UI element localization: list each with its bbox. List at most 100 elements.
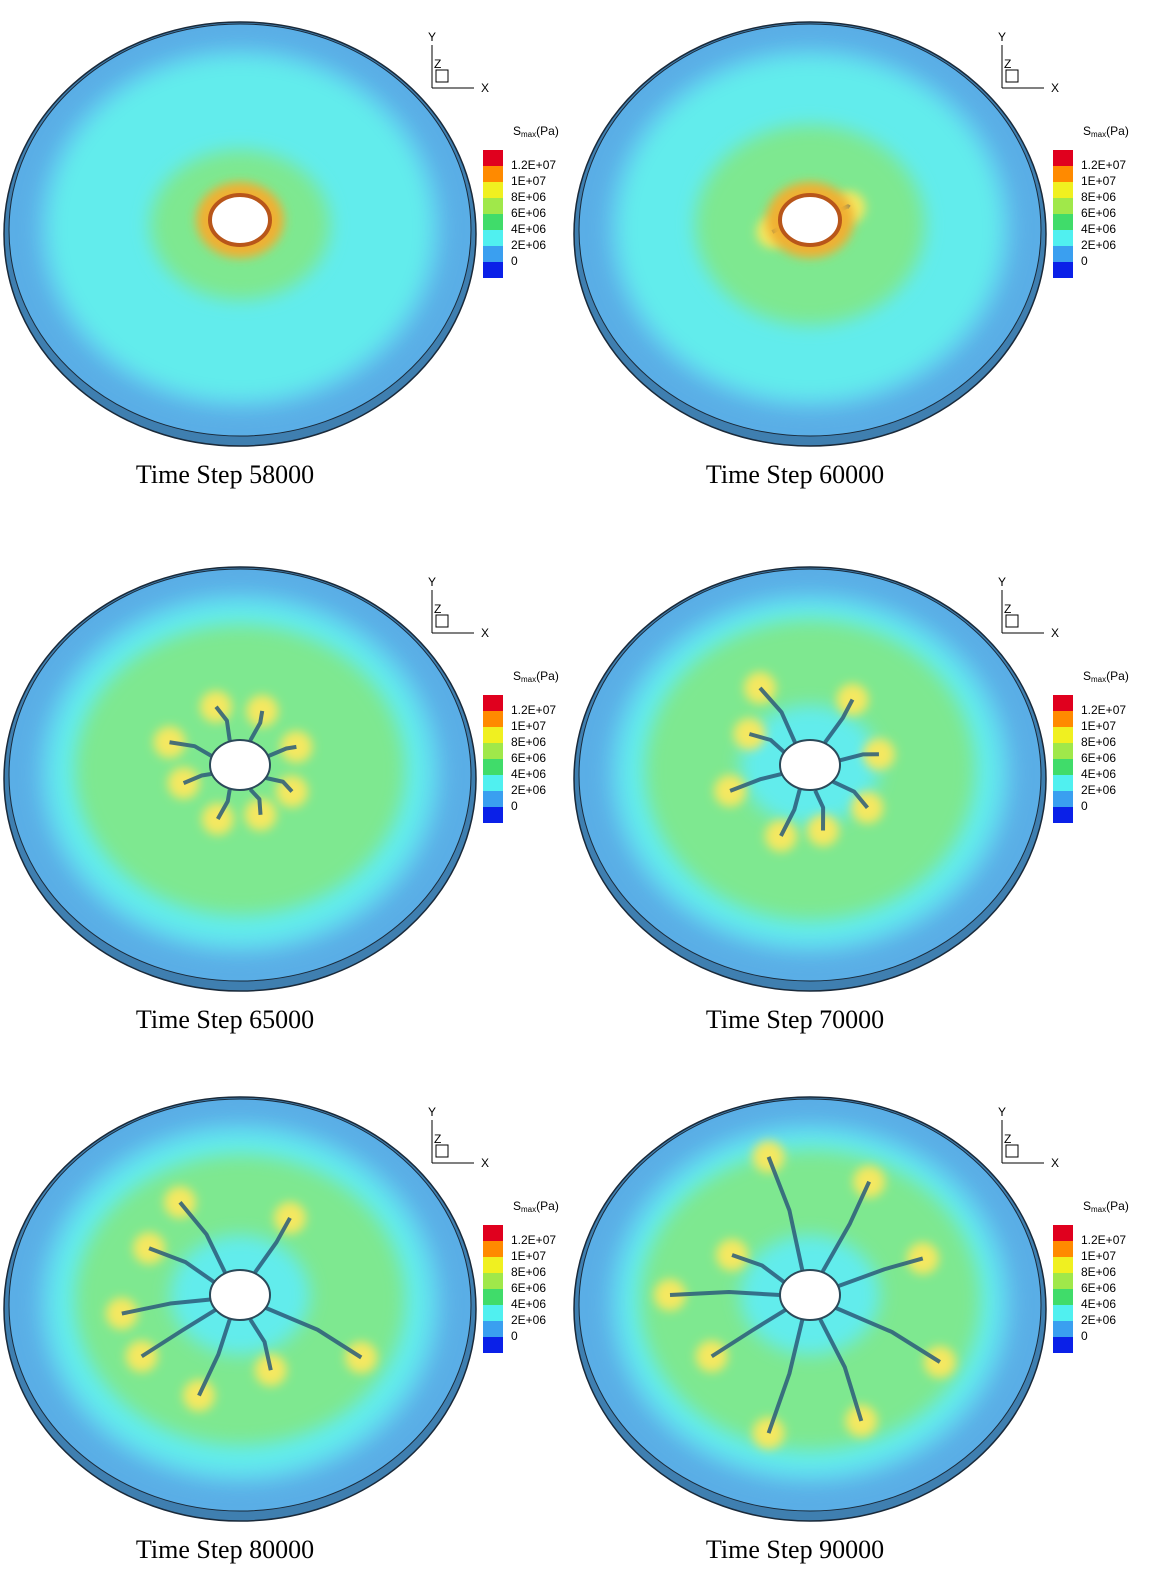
figure: YXZSmax(Pa)1.2E+071E+078E+066E+064E+062E… [0, 0, 1149, 1591]
legend-swatch [1053, 711, 1073, 727]
legend-label: 6E+06 [511, 206, 546, 220]
legend-swatch [483, 1241, 503, 1257]
legend-label: 6E+06 [511, 751, 546, 765]
legend-label: 1E+07 [1081, 174, 1116, 188]
legend-label: 1E+07 [511, 719, 546, 733]
legend-label: 6E+06 [511, 1281, 546, 1295]
legend-subscript: max [521, 675, 536, 684]
legend-swatch [1053, 1241, 1073, 1257]
legend-swatch [483, 182, 503, 198]
legend-subscript: max [1091, 675, 1106, 684]
legend-swatch [483, 1225, 503, 1241]
axis-label: Y [998, 575, 1006, 589]
legend-unit: (Pa) [1106, 124, 1129, 138]
legend-title: Smax(Pa) [513, 124, 559, 139]
panel: YXZSmax(Pa)1.2E+071E+078E+066E+064E+062E… [4, 567, 559, 1034]
axis-label: Z [434, 1132, 441, 1146]
crack-tip-glow [907, 1242, 939, 1274]
axis-label: X [481, 626, 489, 640]
legend-swatch [1053, 150, 1073, 166]
legend-label: 8E+06 [1081, 190, 1116, 204]
legend-swatch [1053, 743, 1073, 759]
legend-swatch [1053, 214, 1073, 230]
legend-swatch [1053, 695, 1073, 711]
legend-swatch [483, 198, 503, 214]
legend-swatch [1053, 1337, 1073, 1353]
legend-swatch [483, 1257, 503, 1273]
legend-label: 1.2E+07 [511, 158, 556, 172]
crack-tip-glow [106, 1298, 138, 1330]
legend-label: 8E+06 [1081, 735, 1116, 749]
caption: Time Step 60000 [706, 460, 884, 489]
legend-swatch [483, 1321, 503, 1337]
axis-label: Y [428, 1105, 436, 1119]
legend-label: 0 [511, 1329, 518, 1343]
legend-swatch [483, 166, 503, 182]
legend-label: 1E+07 [511, 1249, 546, 1263]
legend-swatch [483, 150, 503, 166]
legend-label: 2E+06 [511, 783, 546, 797]
legend-symbol: S [513, 1199, 521, 1213]
legend-swatch [1053, 182, 1073, 198]
legend-swatch [1053, 1257, 1073, 1273]
crack-tip-glow [202, 803, 234, 835]
axis-label: Z [1004, 602, 1011, 616]
legend-label: 4E+06 [511, 222, 546, 236]
legend-swatch [483, 695, 503, 711]
legend-swatch [483, 727, 503, 743]
legend-label: 2E+06 [1081, 1313, 1116, 1327]
legend-label: 0 [1081, 1329, 1088, 1343]
legend-swatch [1053, 198, 1073, 214]
legend-label: 2E+06 [1081, 783, 1116, 797]
axis-box [436, 70, 448, 82]
crack-tip-glow [714, 775, 746, 807]
axis-label: X [1051, 626, 1059, 640]
legend-symbol: S [1083, 124, 1091, 138]
panel: YXZSmax(Pa)1.2E+071E+078E+066E+064E+062E… [4, 1097, 559, 1564]
crack-tip-glow [753, 1417, 785, 1449]
legend-swatch [1053, 759, 1073, 775]
legend-symbol: S [513, 669, 521, 683]
legend-swatch [483, 1273, 503, 1289]
legend-symbol: S [1083, 669, 1091, 683]
caption: Time Step 70000 [706, 1005, 884, 1034]
legend-swatch [483, 1305, 503, 1321]
legend-label: 2E+06 [1081, 238, 1116, 252]
caption: Time Step 80000 [136, 1535, 314, 1564]
legend-label: 6E+06 [1081, 206, 1116, 220]
axis-label: Z [434, 57, 441, 71]
legend-unit: (Pa) [1106, 669, 1129, 683]
axis-box [436, 1145, 448, 1157]
legend-symbol: S [1083, 1199, 1091, 1213]
legend-label: 4E+06 [1081, 222, 1116, 236]
caption: Time Step 65000 [136, 1005, 314, 1034]
legend-swatch [1053, 1273, 1073, 1289]
legend-swatch [1053, 262, 1073, 278]
legend-swatch [483, 246, 503, 262]
legend-swatch [1053, 1289, 1073, 1305]
legend-label: 1.2E+07 [1081, 1233, 1126, 1247]
legend-subscript: max [521, 130, 536, 139]
legend-swatch [483, 1289, 503, 1305]
legend-label: 1.2E+07 [511, 1233, 556, 1247]
legend-label: 1E+07 [1081, 719, 1116, 733]
legend-label: 0 [511, 799, 518, 813]
axis-label: Y [428, 30, 436, 44]
legend-label: 8E+06 [1081, 1265, 1116, 1279]
legend-title: Smax(Pa) [1083, 1199, 1129, 1214]
hole [210, 1270, 270, 1320]
legend-title: Smax(Pa) [1083, 669, 1129, 684]
axis-label: X [481, 81, 489, 95]
legend-swatch [1053, 727, 1073, 743]
hole [210, 195, 270, 245]
legend-label: 4E+06 [511, 767, 546, 781]
caption: Time Step 90000 [706, 1535, 884, 1564]
legend-swatch [1053, 1305, 1073, 1321]
legend-label: 6E+06 [1081, 1281, 1116, 1295]
legend-unit: (Pa) [536, 124, 559, 138]
legend-label: 1E+07 [1081, 1249, 1116, 1263]
legend-label: 2E+06 [511, 1313, 546, 1327]
legend-label: 1.2E+07 [511, 703, 556, 717]
legend-label: 1.2E+07 [1081, 158, 1126, 172]
legend-label: 8E+06 [511, 1265, 546, 1279]
